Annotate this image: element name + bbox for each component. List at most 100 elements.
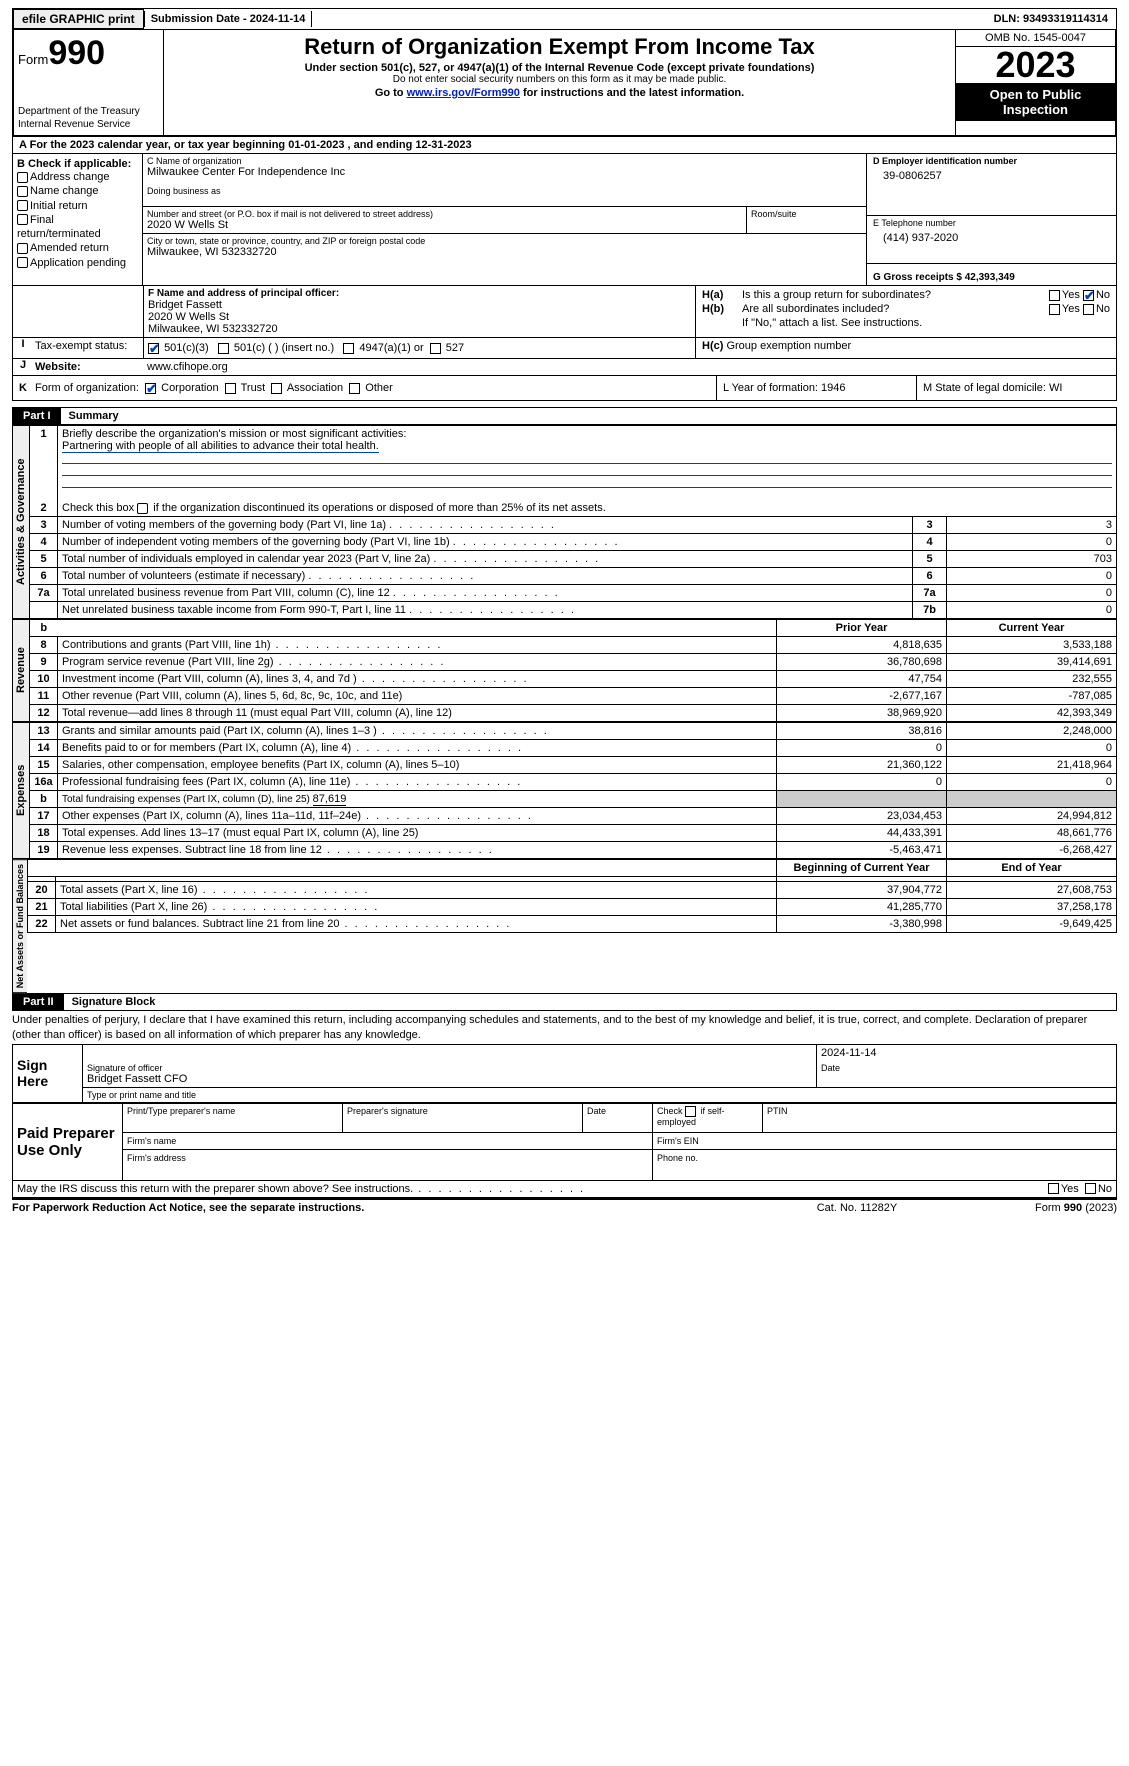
cb-discuss-yes[interactable] <box>1048 1183 1059 1194</box>
goto-link[interactable]: www.irs.gov/Form990 <box>407 87 520 99</box>
h-note: If "No," attach a list. See instructions… <box>702 317 1110 329</box>
cb-assoc[interactable] <box>271 383 282 394</box>
box-deg: D Employer identification number 39-0806… <box>866 154 1116 285</box>
pra-notice: For Paperwork Reduction Act Notice, see … <box>12 1202 757 1214</box>
summary-revenue: bPrior YearCurrent Year 8Contributions a… <box>29 619 1117 722</box>
street: 2020 W Wells St <box>147 219 742 231</box>
paid-preparer: Paid Preparer Use Only <box>13 1103 123 1180</box>
form-number: 990 <box>48 34 105 72</box>
cb-other[interactable] <box>349 383 360 394</box>
cb-discontinued[interactable] <box>137 503 148 514</box>
officer-addr1: 2020 W Wells St <box>148 311 691 323</box>
cb-ha-yes[interactable] <box>1049 290 1060 301</box>
efile-button[interactable]: efile GRAPHIC print <box>13 9 144 29</box>
cb-discuss-no[interactable] <box>1085 1183 1096 1194</box>
v-7b: 0 <box>947 602 1117 619</box>
officer-addr2: Milwaukee, WI 532332720 <box>148 323 691 335</box>
box-b: B Check if applicable: Address change Na… <box>13 154 143 285</box>
cat-no: Cat. No. 11282Y <box>757 1202 957 1214</box>
side-activities: Activities & Governance <box>12 425 29 619</box>
dept: Department of the Treasury <box>18 105 159 118</box>
room-lbl: Room/suite <box>751 209 862 219</box>
ha-q: Is this a group return for subordinates? <box>742 288 1049 302</box>
cb-corp[interactable] <box>145 383 156 394</box>
goto-pre: Go to <box>375 87 407 99</box>
part1-header: Part I Summary <box>12 407 1117 425</box>
street-lbl: Number and street (or P.O. box if mail i… <box>147 209 742 219</box>
website[interactable]: www.cfihope.org <box>143 359 1116 375</box>
cb-self-employed[interactable] <box>685 1106 696 1117</box>
box-f: F Name and address of principal officer:… <box>143 286 696 337</box>
year-formation: L Year of formation: 1946 <box>716 376 916 400</box>
side-netassets: Net Assets or Fund Balances <box>12 859 27 993</box>
gross-receipts: G Gross receipts $ 42,393,349 <box>873 272 1110 283</box>
cb-name-change[interactable] <box>17 186 28 197</box>
side-expenses: Expenses <box>12 722 29 859</box>
form-footer: Form 990 (2023) <box>957 1202 1117 1214</box>
cb-4947[interactable] <box>343 343 354 354</box>
cb-501c3[interactable] <box>148 343 159 354</box>
part2-header: Part II Signature Block <box>12 993 1117 1011</box>
tax-year: 2023 <box>956 47 1115 83</box>
inspection: Open to Public Inspection <box>956 83 1115 121</box>
cb-527[interactable] <box>430 343 441 354</box>
cb-501c[interactable] <box>218 343 229 354</box>
summary-netassets: Beginning of Current YearEnd of Year 20T… <box>27 859 1117 933</box>
part2-num: Part II <box>13 994 64 1010</box>
topbar: efile GRAPHIC print Submission Date - 20… <box>12 8 1117 30</box>
submission-date: Submission Date - 2024-11-14 <box>144 11 313 27</box>
discuss-q: May the IRS discuss this return with the… <box>17 1183 413 1195</box>
col-year: OMB No. 1545-0047 2023 Open to Public In… <box>955 30 1115 135</box>
cb-address-change[interactable] <box>17 172 28 183</box>
page-title: Return of Organization Exempt From Incom… <box>172 34 947 60</box>
b-header: B Check if applicable: <box>17 158 138 170</box>
summary-expenses: 13Grants and similar amounts paid (Part … <box>29 722 1117 859</box>
i-lbl: I <box>13 338 33 358</box>
col-title: Return of Organization Exempt From Incom… <box>164 30 955 135</box>
cb-pending[interactable] <box>17 257 28 268</box>
v-4: 0 <box>947 534 1117 551</box>
ssn-note: Do not enter social security numbers on … <box>172 74 947 85</box>
summary-activities: 1 Briefly describe the organization's mi… <box>29 425 1117 619</box>
v-5: 703 <box>947 551 1117 568</box>
j-text: Website: <box>33 359 143 375</box>
hb-q: Are all subordinates included? <box>742 302 1049 316</box>
cb-amended[interactable] <box>17 243 28 254</box>
preparer-table: Paid Preparer Use Only Print/Type prepar… <box>12 1103 1117 1181</box>
sign-here: Sign Here <box>13 1044 83 1102</box>
cb-final[interactable] <box>17 214 28 225</box>
org-name: Milwaukee Center For Independence Inc <box>147 166 862 178</box>
officer-name: Bridget Fassett <box>148 299 691 311</box>
goto-post: for instructions and the latest informat… <box>520 87 744 99</box>
dba-lbl: Doing business as <box>147 186 862 196</box>
v-3: 3 <box>947 517 1117 534</box>
box-h: H(a) Is this a group return for subordin… <box>696 286 1116 337</box>
side-revenue: Revenue <box>12 619 29 722</box>
c-name-lbl: C Name of organization <box>147 156 862 166</box>
dln: DLN: 93493319114314 <box>986 11 1116 27</box>
hc-q: Group exemption number <box>726 340 851 352</box>
mission-text: Partnering with people of all abilities … <box>62 440 379 453</box>
ein: 39-0806257 <box>873 166 1110 186</box>
officer-sig: Bridget Fassett CFO <box>87 1073 812 1085</box>
cb-initial[interactable] <box>17 200 28 211</box>
part1-num: Part I <box>13 408 61 424</box>
declaration: Under penalties of perjury, I declare th… <box>12 1011 1117 1044</box>
subtitle: Under section 501(c), 527, or 4947(a)(1)… <box>172 62 947 74</box>
state-domicile: M State of legal domicile: WI <box>916 376 1116 400</box>
cb-ha-no[interactable] <box>1083 290 1094 301</box>
k-lbl: K <box>13 376 33 400</box>
line-a: A For the 2023 calendar year, or tax yea… <box>12 137 1117 154</box>
sign-here-table: Sign Here 2024-11-14 Signature of office… <box>12 1044 1117 1103</box>
hb-lbl: H(b) <box>702 302 742 316</box>
box-c: C Name of organization Milwaukee Center … <box>143 154 866 285</box>
cb-trust[interactable] <box>225 383 236 394</box>
irs: Internal Revenue Service <box>18 118 159 131</box>
sig-date: 2024-11-14 <box>821 1047 876 1059</box>
v-6: 0 <box>947 568 1117 585</box>
e-lbl: E Telephone number <box>873 218 1110 228</box>
j-lbl: J <box>13 359 33 375</box>
cb-hb-yes[interactable] <box>1049 304 1060 315</box>
cb-hb-no[interactable] <box>1083 304 1094 315</box>
d-lbl: D Employer identification number <box>873 156 1110 166</box>
